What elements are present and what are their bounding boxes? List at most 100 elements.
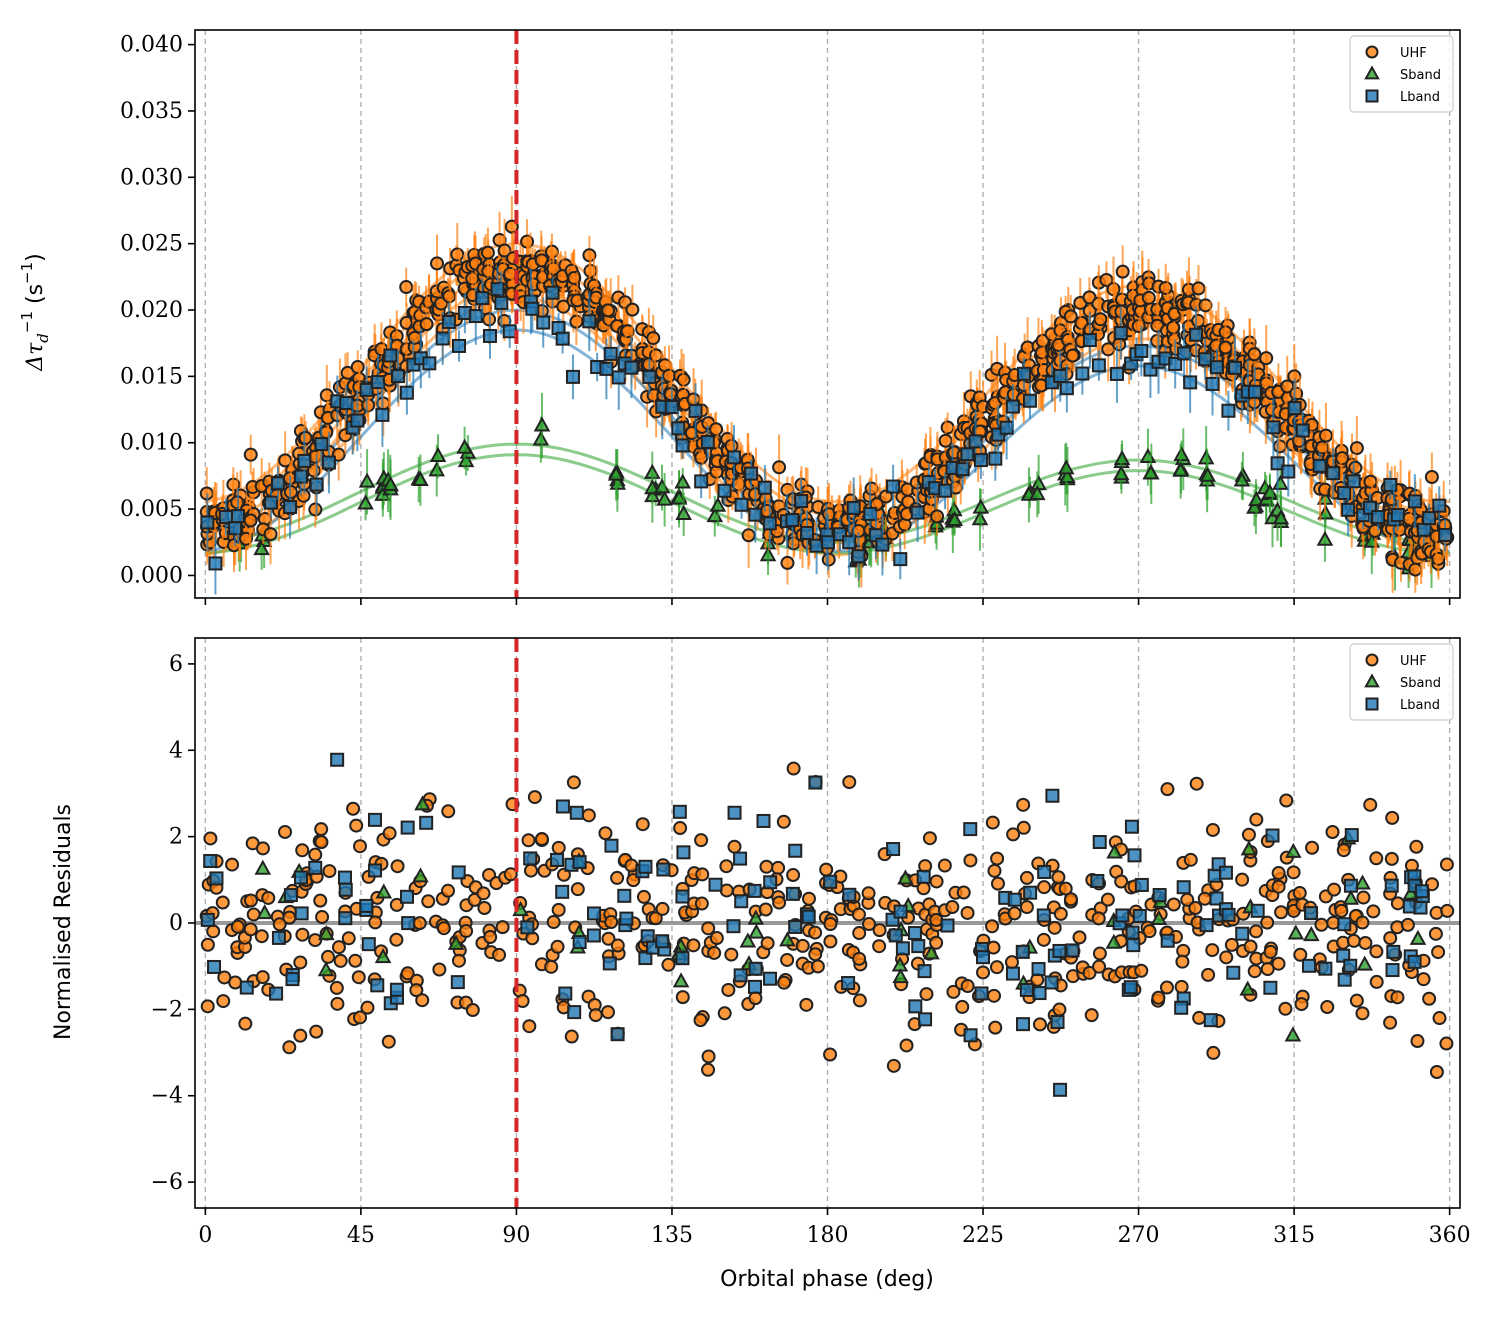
top-lband-point-1202	[383, 348, 398, 363]
top-uhf-point-572	[741, 528, 756, 543]
top-uhf-point-1068	[1318, 428, 1333, 443]
bottom-uhf-point-345	[960, 905, 975, 920]
bottom-uhf-point-60	[314, 835, 329, 850]
bottom-sband-point-580	[374, 948, 392, 964]
top-sband-point-95	[1246, 498, 1263, 514]
bottom-uhf-point-274	[808, 925, 823, 940]
bottom-uhf-point-259	[780, 952, 795, 967]
top-xticks	[204, 598, 1451, 605]
bottom-sband-point-617	[1342, 889, 1360, 905]
top-lband-point-1183	[208, 556, 223, 571]
bottom-ytick-label-0: −6	[151, 1170, 183, 1195]
bottom-uhf-point-564	[1425, 877, 1440, 892]
bottom-uhf-point-23	[238, 1016, 253, 1031]
top-sband-point-82	[1139, 447, 1157, 463]
top-uhf-point-943	[1191, 281, 1206, 296]
bottom-lband-point-688	[726, 919, 741, 934]
bottom-lband-point-740	[1050, 1014, 1065, 1029]
bottom-data-points	[199, 752, 1455, 1097]
bottom-sband-point-584	[447, 934, 465, 950]
top-lband-point-1258	[863, 506, 878, 521]
bottom-lband-point-716	[916, 869, 931, 884]
bottom-lband-point-757	[1174, 1000, 1189, 1015]
top-lband-point-1229	[611, 370, 626, 385]
top-uhf-point-164	[243, 513, 258, 528]
bottom-uhf-point-541	[1369, 974, 1384, 989]
top-lband-point-1323	[1432, 498, 1447, 513]
bottom-uhf-point-456	[1192, 1010, 1207, 1025]
top-lband-point-1194	[321, 455, 336, 470]
bottom-uhf-point-19	[230, 919, 245, 934]
bottom-lband-point-710	[895, 941, 910, 956]
bottom-uhf-point-569	[1431, 945, 1446, 960]
bottom-lband-point-759	[1199, 918, 1214, 933]
bottom-uhf-point-54	[308, 933, 323, 948]
bottom-uhf-point-84	[368, 915, 383, 930]
top-lband-point-1250	[800, 525, 815, 540]
bottom-uhf-point-496	[1278, 1001, 1293, 1016]
bottom-uhf-point-45	[295, 927, 310, 942]
bottom-sband-point-612	[1240, 840, 1258, 856]
bottom-uhf-point-532	[1346, 933, 1361, 948]
bottom-uhf-point-185	[604, 914, 619, 929]
bottom-uhf-point-430	[1134, 963, 1149, 978]
bottom-uhf-point-517	[1327, 882, 1342, 897]
top-uhf-point-856	[1099, 272, 1114, 287]
bottom-uhf-point-179	[598, 826, 613, 841]
top-uhf-point-361	[497, 243, 512, 258]
top-uhf-point-901	[1141, 290, 1156, 305]
bottom-lband-point-649	[400, 889, 415, 904]
bottom-uhf-point-323	[916, 881, 931, 896]
top-lband-point-1210	[452, 338, 467, 353]
top-uhf-point-458	[601, 303, 616, 318]
bottom-uhf-point-189	[610, 938, 625, 953]
bottom-lband-point-768	[1226, 965, 1241, 980]
top-lband-point-1294	[1183, 375, 1198, 390]
bottom-uhf-point-172	[581, 808, 596, 823]
bottom-uhf-point-461	[1206, 1045, 1221, 1060]
top-lband-point-1196	[339, 396, 354, 411]
bottom-xtick-label-3: 135	[651, 1223, 693, 1248]
top-sband-point-105	[1272, 474, 1289, 490]
top-lband-point-1184	[218, 509, 233, 524]
bottom-xtick-label-5: 225	[962, 1223, 1004, 1248]
bottom-lband-point-657	[550, 852, 565, 867]
top-lband-point-1216	[494, 295, 509, 310]
top-uhf-point-872	[1112, 337, 1127, 352]
bottom-lband-point-748	[1123, 980, 1138, 995]
bottom-lband-point-697	[763, 875, 778, 890]
bottom-sband-point-578	[317, 961, 335, 977]
bottom-lband-point-693	[747, 883, 762, 898]
bottom-uhf-point-12	[217, 970, 232, 985]
top-uhf-point-1105	[1363, 474, 1378, 489]
bottom-uhf-point-485	[1260, 915, 1275, 930]
bottom-uhf-point-281	[823, 934, 838, 949]
bottom-lband-point-663	[572, 855, 587, 870]
bottom-uhf-point-204	[655, 901, 670, 916]
bottom-uhf-point-292	[842, 775, 857, 790]
bottom-lband-point-731	[1032, 986, 1047, 1001]
bottom-uhf-point-122	[459, 924, 474, 939]
bottom-lband-point-711	[893, 904, 908, 919]
bottom-ytick-label-6: 6	[169, 652, 183, 677]
bottom-lband-point-653	[450, 975, 465, 990]
top-lband-point-1299	[1221, 403, 1236, 418]
bottom-uhf-point-344	[956, 885, 971, 900]
bottom-xtick-label-2: 90	[502, 1223, 530, 1248]
bottom-lband-point-732	[1031, 962, 1046, 977]
bottom-uhf-point-128	[476, 886, 491, 901]
bottom-uhf-point-470	[1235, 872, 1250, 887]
bottom-uhf-point-73	[348, 953, 363, 968]
bottom-uhf-point-276	[810, 959, 825, 974]
bottom-lband-point-773	[1304, 906, 1319, 921]
bottom-lband-point-631	[285, 972, 300, 987]
bottom-lband-point-623	[203, 853, 218, 868]
top-lband-point-1213	[475, 291, 490, 306]
top-lband-point-1225	[582, 314, 597, 329]
top-uhf-point-926	[1166, 320, 1181, 335]
bottom-uhf-point-372	[1019, 870, 1034, 885]
bottom-lband-point-legend-2	[1365, 697, 1379, 711]
top-sband-point-75	[1059, 467, 1076, 483]
bottom-uhf-point-378	[1037, 880, 1052, 895]
bottom-uhf-point-486	[1260, 962, 1275, 977]
